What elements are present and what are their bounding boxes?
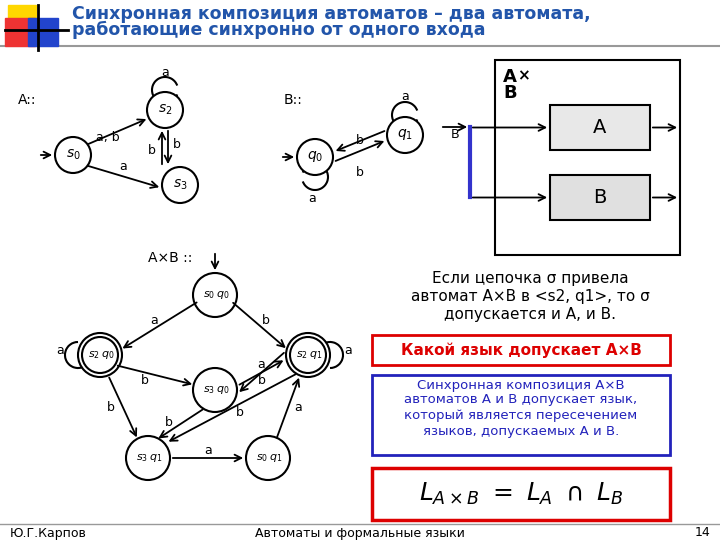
Bar [495,60,680,255]
Bar [372,468,670,520]
Text: B: B [593,188,607,207]
Text: a: a [401,91,409,104]
Text: b: b [107,401,115,414]
Circle shape [55,137,91,173]
Text: $s_2$: $s_2$ [88,349,100,361]
Bar [550,175,650,220]
Text: a: a [308,192,316,206]
Text: a: a [204,443,212,456]
Text: $s_3$: $s_3$ [136,452,148,464]
Text: который является пересечением: который является пересечением [405,408,638,422]
Text: a: a [344,343,352,356]
Text: a: a [161,65,169,78]
Text: $s_0$: $s_0$ [66,148,81,162]
Text: Автоматы и формальные языки: Автоматы и формальные языки [255,526,465,539]
Text: a: a [56,343,64,356]
Text: a: a [258,358,266,371]
Text: A: A [593,118,607,137]
Circle shape [286,333,330,377]
Text: $s_3$: $s_3$ [203,384,215,396]
Circle shape [78,333,122,377]
Text: $q_1$: $q_1$ [397,127,413,143]
Text: b: b [236,407,244,420]
Text: b: b [173,138,181,151]
Circle shape [193,368,237,412]
Bar [8,5,36,33]
Text: A::: A:: [18,93,37,107]
Text: Если цепочка σ привела: Если цепочка σ привела [432,271,629,286]
Text: $q_0$: $q_0$ [307,150,323,165]
Text: b: b [356,134,364,147]
Text: Ю.Г.Карпов: Ю.Г.Карпов [10,526,87,539]
Text: b: b [258,374,266,387]
Text: $q_1$: $q_1$ [310,349,323,361]
Text: $q_0$: $q_0$ [102,349,114,361]
Circle shape [297,139,333,175]
Bar [5,18,35,46]
Text: b: b [261,314,269,327]
Text: $s_2$: $s_2$ [296,349,308,361]
Text: b: b [141,374,149,387]
Text: $q_0$: $q_0$ [216,289,230,301]
Text: Какой язык допускает А×В: Какой язык допускает А×В [400,342,642,357]
Text: ×: × [517,68,530,83]
Text: B::: B:: [284,93,303,107]
Text: $s_2$: $s_2$ [158,103,172,117]
Text: b: b [356,166,364,179]
Text: автоматов А и В допускает язык,: автоматов А и В допускает язык, [405,394,638,407]
Text: $s_0$: $s_0$ [203,289,215,301]
Text: Синхронная композиция автоматов – два автомата,: Синхронная композиция автоматов – два ав… [72,5,590,23]
Bar [550,105,650,150]
Text: автомат А×В в <s2, q1>, то σ: автомат А×В в <s2, q1>, то σ [410,288,649,303]
Text: Синхронная композиция А×В: Синхронная композиция А×В [417,379,625,392]
Bar [372,335,670,365]
Bar [372,375,670,455]
Text: b: b [148,144,156,157]
Text: 14: 14 [694,526,710,539]
Text: работающие синхронно от одного входа: работающие синхронно от одного входа [72,21,485,39]
Circle shape [126,436,170,480]
Bar [28,18,58,46]
Text: В: В [451,129,459,141]
Text: A×B ::: A×B :: [148,251,192,265]
Circle shape [193,273,237,317]
Text: языков, допускаемых А и В.: языков, допускаемых А и В. [423,424,619,437]
Text: b: b [165,415,172,429]
Circle shape [147,92,183,128]
Text: $s_3$: $s_3$ [173,178,187,192]
Text: $q_0$: $q_0$ [216,384,230,396]
Circle shape [387,117,423,153]
Text: $s_0$: $s_0$ [256,452,268,464]
Text: $L_{A\times B}\ =\ L_A\ \cap\ L_B$: $L_{A\times B}\ =\ L_A\ \cap\ L_B$ [418,481,624,507]
Text: $q_1$: $q_1$ [269,452,283,464]
Text: a, b: a, b [96,131,120,144]
Circle shape [162,167,198,203]
Text: А: А [503,68,517,86]
Text: a: a [150,314,158,327]
Text: a: a [294,401,302,414]
Text: допускается и А, и В.: допускается и А, и В. [444,307,616,321]
Text: В: В [503,84,517,102]
Circle shape [246,436,290,480]
Text: $q_1$: $q_1$ [149,452,163,464]
Text: a: a [120,160,127,173]
